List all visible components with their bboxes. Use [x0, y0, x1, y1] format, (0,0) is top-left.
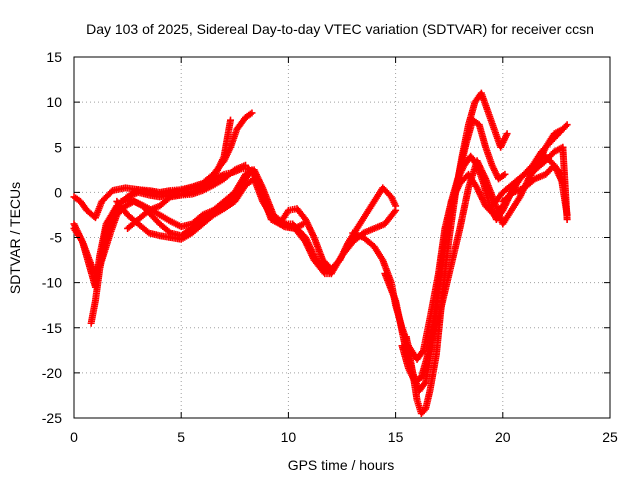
- data-point: [392, 206, 400, 214]
- y-axis-label: SDTVAR / TECUs: [7, 182, 23, 294]
- data-point: [242, 161, 250, 169]
- y-tick-label: -25: [42, 410, 62, 426]
- data-point: [563, 211, 571, 219]
- y-tick-label: -20: [42, 365, 62, 381]
- y-tick-label: 10: [46, 94, 62, 110]
- series-12: [424, 125, 567, 359]
- y-tick-label: 15: [46, 49, 62, 65]
- data-point: [501, 170, 509, 178]
- series-3: [70, 116, 235, 291]
- y-tick-label: -5: [50, 230, 63, 246]
- y-tick-label: 0: [54, 184, 62, 200]
- x-tick-label: 10: [281, 429, 297, 445]
- data-point: [559, 125, 567, 133]
- series-1: [70, 164, 400, 273]
- data-point: [503, 130, 511, 138]
- data-marker: [279, 222, 287, 230]
- data-point: [248, 109, 256, 117]
- series-6: [113, 175, 307, 243]
- data-marker: [418, 348, 426, 356]
- data-marker: [320, 268, 328, 276]
- chart-title: Day 103 of 2025, Sidereal Day-to-day VTE…: [86, 21, 594, 37]
- series-14: [499, 161, 571, 219]
- data-point: [227, 116, 235, 124]
- x-tick-label: 5: [177, 429, 185, 445]
- data-marker: [390, 208, 398, 216]
- x-tick-label: 25: [602, 429, 618, 445]
- x-tick-label: 0: [70, 429, 78, 445]
- data-points: [70, 89, 571, 417]
- series-7: [124, 161, 250, 232]
- y-tick-label: -15: [42, 320, 62, 336]
- x-tick-label: 20: [495, 429, 511, 445]
- data-marker: [556, 169, 564, 177]
- y-tick-label: 5: [54, 139, 62, 155]
- data-point: [563, 121, 571, 129]
- grid-lines: [74, 57, 610, 418]
- y-tick-label: -10: [42, 275, 62, 291]
- x-tick-label: 15: [388, 429, 404, 445]
- data-marker: [421, 379, 429, 387]
- data-point: [299, 220, 307, 228]
- axis-ticks: 0 5 10 15 20 25 -25 -20 -15 -10 -5 0 5 10 15: [42, 49, 618, 445]
- x-axis-label: GPS time / hours: [288, 457, 395, 473]
